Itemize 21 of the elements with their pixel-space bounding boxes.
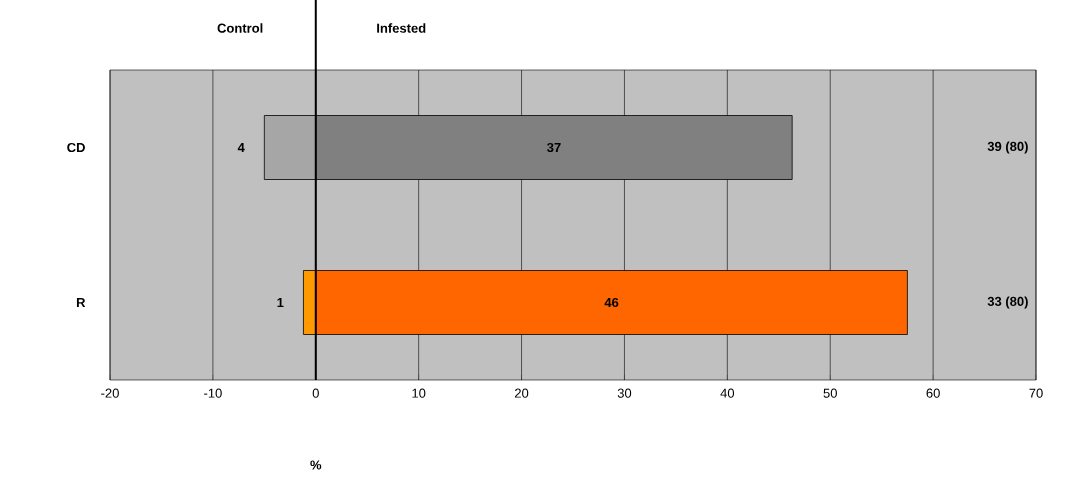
annotation: 39 (80) bbox=[987, 141, 1028, 154]
x-tick-label: -10 bbox=[204, 388, 222, 398]
annotation: 1 bbox=[277, 298, 284, 307]
x-axis-title: % bbox=[310, 460, 322, 470]
x-tick-label: 50 bbox=[823, 388, 837, 398]
text: Infested bbox=[377, 23, 426, 33]
x-tick-label: 10 bbox=[412, 388, 426, 398]
annotation: 37 bbox=[547, 142, 561, 153]
x-tick-label: 60 bbox=[926, 388, 940, 398]
y-tick-label: CD bbox=[67, 142, 85, 153]
x-tick-label: 40 bbox=[720, 388, 735, 398]
annotation: 4 bbox=[237, 143, 245, 152]
y-tick-label: R bbox=[76, 298, 86, 307]
x-tick-label: 30 bbox=[617, 388, 632, 398]
x-tick-label: 20 bbox=[514, 388, 529, 398]
x-tick-label: 0 bbox=[312, 388, 319, 398]
x-tick-label: -20 bbox=[101, 388, 119, 398]
x-tick-label: 70 bbox=[1029, 388, 1043, 398]
annotation: 46 bbox=[604, 297, 619, 308]
annotation: 33 (80) bbox=[987, 296, 1028, 309]
text: Control bbox=[217, 23, 263, 33]
